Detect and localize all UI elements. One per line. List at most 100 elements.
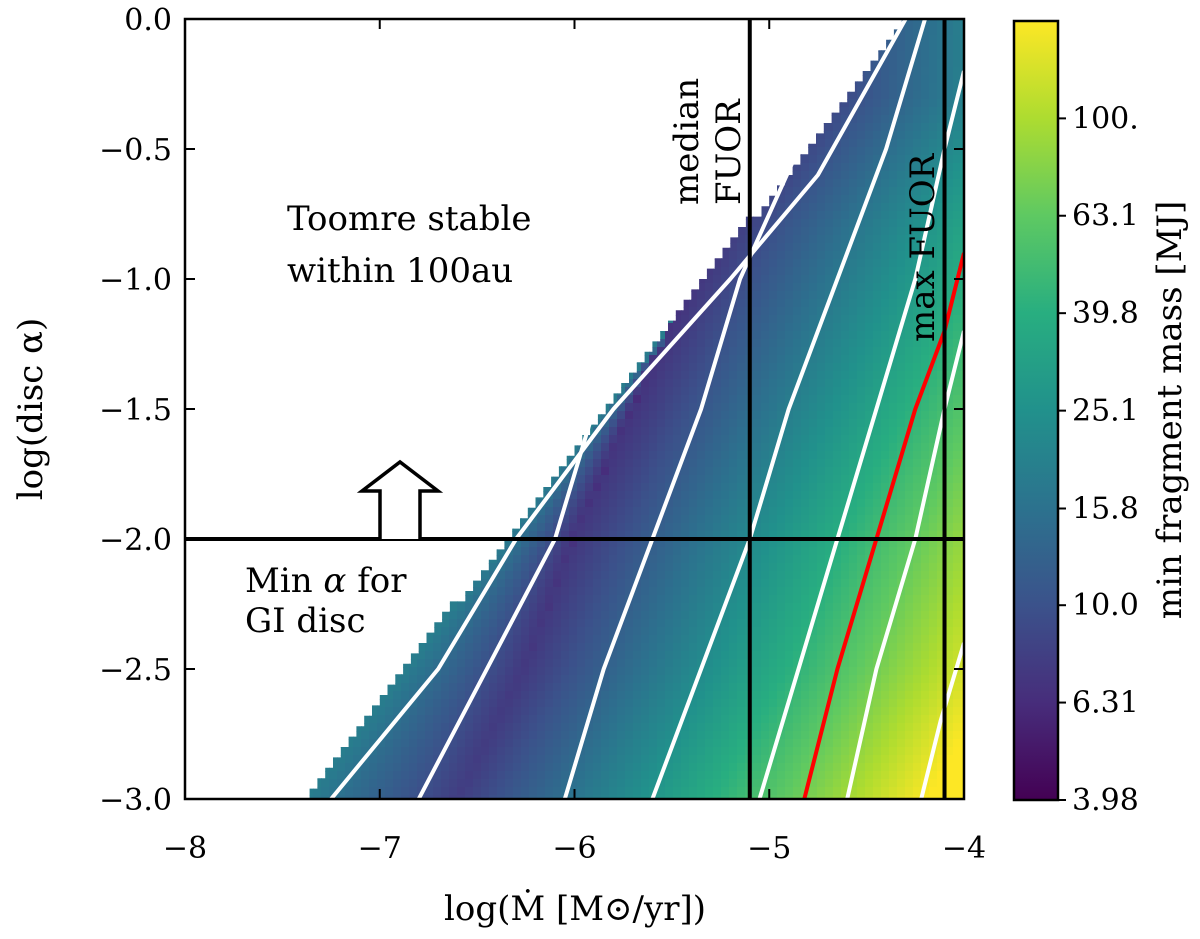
colorbar-tick-label: 3.98	[1072, 783, 1139, 818]
heatmap-cell	[713, 611, 722, 620]
heatmap-cell	[761, 619, 770, 628]
heatmap-cell	[937, 459, 946, 468]
heatmap-cell	[793, 459, 802, 468]
heatmap-cell	[705, 347, 714, 356]
heatmap-cell	[849, 547, 858, 556]
heatmap-cell	[649, 667, 658, 676]
heatmap-cell	[673, 427, 682, 436]
heatmap-cell	[801, 579, 810, 588]
heatmap-cell	[561, 619, 570, 628]
heatmap-cell	[889, 515, 898, 524]
heatmap-cell	[921, 99, 930, 108]
heatmap-cell	[721, 739, 730, 748]
heatmap-cell	[953, 387, 962, 396]
heatmap-cell	[929, 483, 938, 492]
heatmap-cell	[841, 467, 850, 476]
heatmap-cell	[921, 139, 930, 148]
heatmap-cell	[929, 379, 938, 388]
heatmap-cell	[705, 787, 714, 796]
heatmap-cell	[833, 355, 842, 364]
heatmap-cell	[441, 715, 450, 724]
heatmap-cell	[857, 251, 866, 260]
heatmap-cell	[897, 563, 906, 572]
heatmap-cell	[633, 523, 642, 532]
heatmap-cell	[569, 691, 578, 700]
heatmap-cell	[337, 795, 346, 799]
heatmap-cell	[569, 579, 578, 588]
heatmap-cell	[961, 395, 964, 404]
heatmap-cell	[713, 499, 722, 508]
heatmap-cell	[857, 507, 866, 516]
heatmap-cell	[937, 731, 946, 740]
heatmap-cell	[681, 755, 690, 764]
heatmap-cell	[305, 771, 314, 780]
heatmap-cell	[449, 747, 458, 756]
heatmap-cell	[833, 419, 842, 428]
heatmap-cell	[513, 555, 522, 564]
heatmap-cell	[857, 427, 866, 436]
heatmap-cell	[729, 795, 738, 799]
heatmap-cell	[809, 627, 818, 636]
heatmap-cell	[561, 715, 570, 724]
heatmap-cell	[401, 659, 410, 668]
heatmap-cell	[777, 699, 786, 708]
heatmap-cell	[633, 619, 642, 628]
heatmap-cell	[681, 483, 690, 492]
heatmap-cell	[393, 795, 402, 799]
heatmap-cell	[857, 443, 866, 452]
heatmap-cell	[841, 651, 850, 660]
heatmap-cell	[961, 227, 964, 236]
heatmap-cell	[793, 339, 802, 348]
heatmap-cell	[321, 795, 330, 799]
heatmap-cell	[601, 691, 610, 700]
heatmap-cell	[809, 595, 818, 604]
heatmap-cell	[793, 643, 802, 652]
heatmap-cell	[793, 331, 802, 340]
heatmap-cell	[769, 395, 778, 404]
heatmap-cell	[929, 403, 938, 412]
heatmap-cell	[897, 491, 906, 500]
heatmap-cell	[681, 299, 690, 308]
heatmap-cell	[921, 123, 930, 132]
heatmap-cell	[953, 587, 962, 596]
heatmap-cell	[905, 323, 914, 332]
heatmap-cell	[665, 555, 674, 564]
heatmap-cell	[953, 675, 962, 684]
heatmap-cell	[769, 243, 778, 252]
heatmap-cell	[633, 395, 642, 404]
heatmap-cell	[713, 443, 722, 452]
heatmap-cell	[665, 299, 674, 308]
heatmap-cell	[769, 731, 778, 740]
heatmap-cell	[961, 483, 964, 492]
heatmap-cell	[849, 411, 858, 420]
heatmap-cell	[953, 179, 962, 188]
heatmap-cell	[721, 363, 730, 372]
heatmap-cell	[817, 259, 826, 268]
heatmap-cell	[689, 651, 698, 660]
heatmap-cell	[641, 491, 650, 500]
heatmap-cell	[361, 723, 370, 732]
heatmap-cell	[553, 555, 562, 564]
heatmap-cell	[705, 611, 714, 620]
heatmap-cell	[737, 611, 746, 620]
heatmap-cell	[561, 435, 570, 444]
heatmap-cell	[713, 715, 722, 724]
heatmap-cell	[689, 347, 698, 356]
heatmap-cell	[833, 195, 842, 204]
heatmap-cell	[449, 635, 458, 644]
heatmap-cell	[809, 267, 818, 276]
heatmap-cell	[641, 403, 650, 412]
heatmap-cell	[849, 443, 858, 452]
heatmap-cell	[873, 275, 882, 284]
heatmap-cell	[793, 699, 802, 708]
heatmap-cell	[561, 531, 570, 540]
heatmap-cell	[953, 555, 962, 564]
heatmap-cell	[785, 267, 794, 276]
heatmap-cell	[641, 339, 650, 348]
heatmap-cell	[593, 555, 602, 564]
heatmap-cell	[649, 491, 658, 500]
heatmap-cell	[961, 315, 964, 324]
heatmap-cell	[921, 675, 930, 684]
heatmap-cell	[865, 595, 874, 604]
heatmap-cell	[473, 563, 482, 572]
